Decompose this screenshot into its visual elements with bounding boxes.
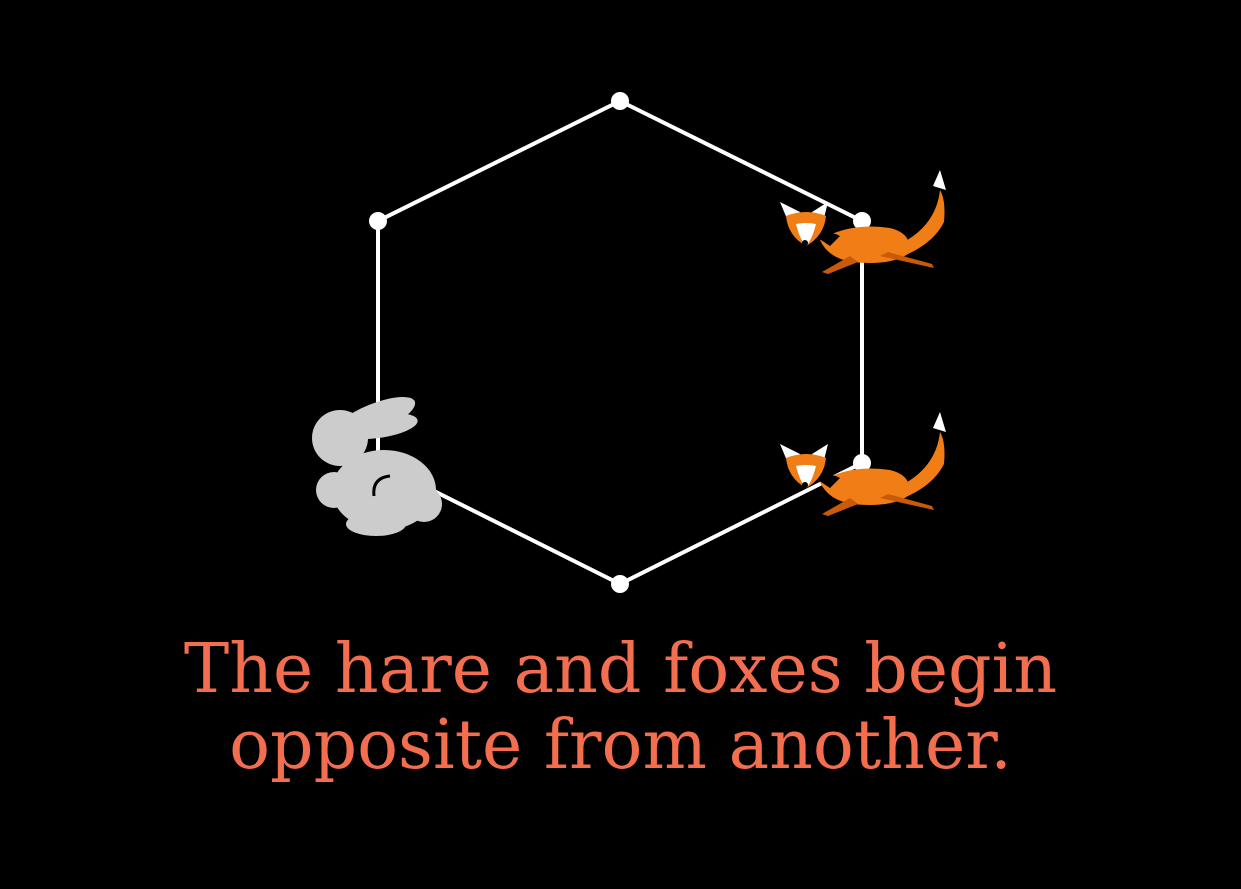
fox-icon <box>780 412 946 516</box>
vertex-right-bottom <box>853 454 871 472</box>
edge-top-right <box>618 99 864 223</box>
caption-line-1: The hare and foxes begin <box>183 630 1058 709</box>
vertex-bottom <box>611 575 629 593</box>
vertex-left-top <box>369 212 387 230</box>
hexagon-graph <box>376 99 864 586</box>
caption-line-2: opposite from another. <box>229 706 1012 785</box>
fox-icon <box>780 170 946 274</box>
vertex-right-top <box>853 212 871 230</box>
hare-icon <box>312 397 442 536</box>
edge-top-left <box>376 99 622 223</box>
vertex-top <box>611 92 629 110</box>
hexagon-vertices <box>369 92 871 593</box>
caption: The hare and foxes begin opposite from a… <box>0 632 1241 784</box>
